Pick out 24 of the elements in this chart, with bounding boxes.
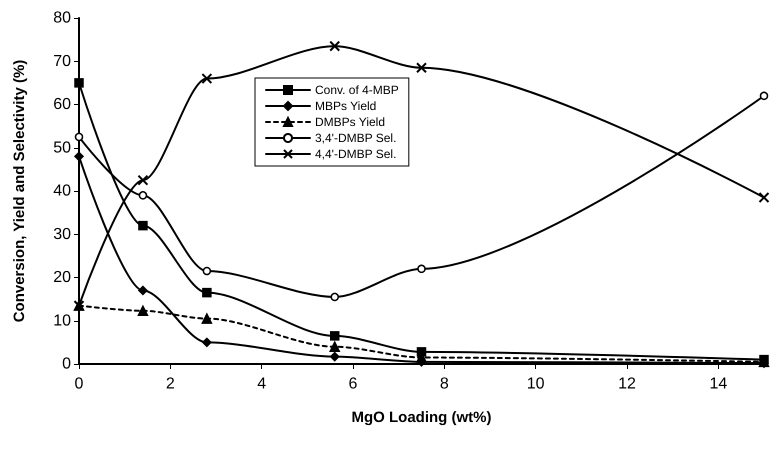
x-tick-label: 0 <box>74 376 84 392</box>
x-tick-label: 6 <box>348 376 358 392</box>
x-tick-label: 10 <box>526 376 545 392</box>
y-tick-label: 60 <box>53 96 72 113</box>
legend-label: 3,4'-DMBP Sel. <box>315 131 396 145</box>
y-tick-label: 80 <box>53 10 72 26</box>
legend-label: 4,4'-DMBP Sel. <box>315 147 396 161</box>
y-tick-label: 20 <box>53 269 72 286</box>
legend-label: Conv. of 4-MBP <box>315 83 399 97</box>
x-tick-label: 4 <box>257 376 266 392</box>
x-tick-label: 14 <box>709 376 728 392</box>
x-tick-label: 8 <box>440 376 449 392</box>
y-tick-label: 70 <box>53 52 72 70</box>
y-tick-label: 50 <box>53 139 72 156</box>
y-tick-label: 30 <box>53 226 72 243</box>
x-axis-title: MgO Loading (wt%) <box>352 409 492 426</box>
y-tick-label: 10 <box>53 312 72 330</box>
x-tick-label: 2 <box>166 376 175 392</box>
legend-label: DMBPs Yield <box>315 115 386 129</box>
y-tick-label: 40 <box>53 182 72 200</box>
legend-label: MBPs Yield <box>315 99 376 113</box>
y-axis-title: Conversion, Yield and Selectivity (%) <box>11 60 28 322</box>
y-tick-label: 0 <box>62 356 72 372</box>
x-tick-label: 12 <box>618 376 636 392</box>
